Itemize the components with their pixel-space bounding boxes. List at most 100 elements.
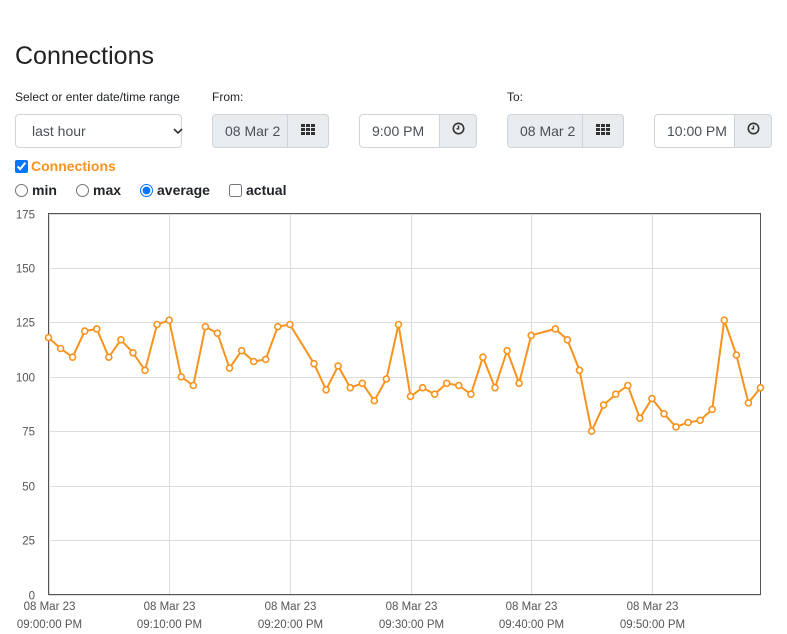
agg-actual-checkbox[interactable]	[229, 183, 242, 197]
data-point	[273, 322, 282, 331]
data-point	[648, 394, 656, 403]
connections-checkbox[interactable]	[15, 159, 28, 173]
data-point	[189, 381, 198, 390]
agg-min-radio[interactable]	[15, 183, 28, 197]
data-point	[105, 353, 113, 361]
x-tick-date-label: 08 Mar 23	[24, 601, 76, 613]
data-point	[358, 379, 367, 388]
data-point	[382, 375, 391, 383]
data-point	[587, 427, 596, 435]
data-point	[68, 353, 77, 361]
data-point	[575, 366, 584, 375]
agg-actual-option[interactable]: actual	[229, 182, 286, 198]
x-tick-time-label: 09:50:00 PM	[620, 619, 685, 631]
agg-max-label: max	[93, 182, 122, 198]
data-point	[491, 383, 499, 392]
to-date-group: 08 Mar 2	[507, 114, 624, 148]
data-point	[225, 364, 234, 372]
from-label: From:	[212, 90, 244, 104]
range-select-value: last hour	[32, 123, 86, 139]
agg-max-option[interactable]: max	[76, 182, 121, 198]
data-point	[370, 396, 379, 405]
agg-min-option[interactable]: min	[15, 182, 57, 198]
y-tick-label: 100	[16, 373, 35, 385]
agg-max-radio[interactable]	[76, 183, 89, 197]
connections-series-toggle[interactable]: Connections	[15, 158, 116, 174]
data-point	[286, 320, 294, 329]
data-point	[635, 414, 644, 422]
y-tick-label: 150	[16, 264, 35, 276]
x-tick-time-label: 09:40:00 PM	[499, 619, 564, 631]
data-point	[80, 327, 89, 335]
from-time-input[interactable]: 9:00 PM	[359, 114, 440, 148]
data-point	[406, 392, 415, 401]
data-point	[93, 325, 101, 333]
calendar-grid-icon	[301, 122, 315, 140]
x-tick-time-label: 09:00:00 PM	[17, 619, 82, 631]
agg-average-option[interactable]: average	[140, 182, 210, 198]
plot-area	[48, 213, 761, 595]
from-calendar-button[interactable]	[288, 114, 329, 148]
to-time-input[interactable]: 10:00 PM	[654, 114, 735, 148]
data-point	[213, 329, 222, 337]
data-point	[442, 379, 451, 388]
to-label: To:	[507, 90, 524, 104]
data-point	[261, 355, 270, 364]
x-tick-date-label: 08 Mar 23	[265, 601, 317, 613]
data-point	[177, 373, 185, 381]
data-point	[117, 336, 125, 344]
from-clock-button[interactable]	[440, 114, 477, 148]
data-point	[310, 359, 318, 368]
from-date-group: 08 Mar 2	[212, 114, 329, 148]
y-tick-label: 125	[16, 318, 35, 330]
clock-icon	[747, 122, 760, 140]
data-point	[684, 418, 692, 427]
data-point	[394, 320, 403, 329]
data-point	[660, 410, 668, 418]
data-point	[527, 331, 536, 340]
data-point	[322, 386, 330, 394]
x-tick-date-label: 08 Mar 23	[144, 601, 196, 613]
data-point	[454, 381, 463, 390]
agg-average-radio[interactable]	[140, 183, 153, 197]
data-point	[503, 346, 511, 355]
data-point	[515, 379, 523, 388]
data-point	[599, 401, 608, 409]
data-point	[44, 333, 53, 342]
data-point	[430, 390, 439, 398]
x-tick-time-label: 09:20:00 PM	[258, 619, 323, 631]
data-point	[744, 399, 753, 407]
y-tick-label: 50	[22, 482, 35, 494]
to-clock-button[interactable]	[735, 114, 772, 148]
range-label: Select or enter date/time range	[15, 90, 180, 104]
data-point	[141, 366, 149, 375]
data-point	[201, 322, 210, 331]
agg-min-label: min	[32, 182, 57, 198]
to-calendar-button[interactable]	[583, 114, 624, 148]
data-point	[418, 383, 427, 392]
clock-icon	[452, 122, 465, 140]
data-point	[249, 357, 258, 366]
to-date-input[interactable]: 08 Mar 2	[507, 114, 583, 148]
data-point	[129, 349, 137, 357]
x-tick-time-label: 09:30:00 PM	[379, 619, 444, 631]
connections-chart: 0 25 50 75 100 125 150 175 08 Mar 23 09:00:00 PM 0…	[16, 210, 765, 631]
y-tick-label: 0	[29, 591, 35, 603]
x-tick-date-label: 08 Mar 23	[506, 601, 558, 613]
from-date-input[interactable]: 08 Mar 2	[212, 114, 288, 148]
data-point	[708, 405, 717, 414]
data-point	[56, 344, 65, 353]
agg-actual-label: actual	[246, 182, 287, 198]
agg-average-label: average	[157, 182, 210, 198]
range-select[interactable]: last hour	[15, 114, 183, 148]
data-point	[756, 383, 765, 392]
y-tick-label: 75	[22, 427, 35, 439]
data-point	[563, 336, 572, 344]
x-tick-date-label: 08 Mar 23	[386, 601, 438, 613]
data-point	[165, 316, 173, 324]
from-time-group: 9:00 PM	[359, 114, 477, 148]
page-title: Connections	[15, 42, 154, 70]
data-point	[623, 381, 632, 390]
data-point	[611, 390, 620, 398]
series-line	[47, 319, 762, 433]
